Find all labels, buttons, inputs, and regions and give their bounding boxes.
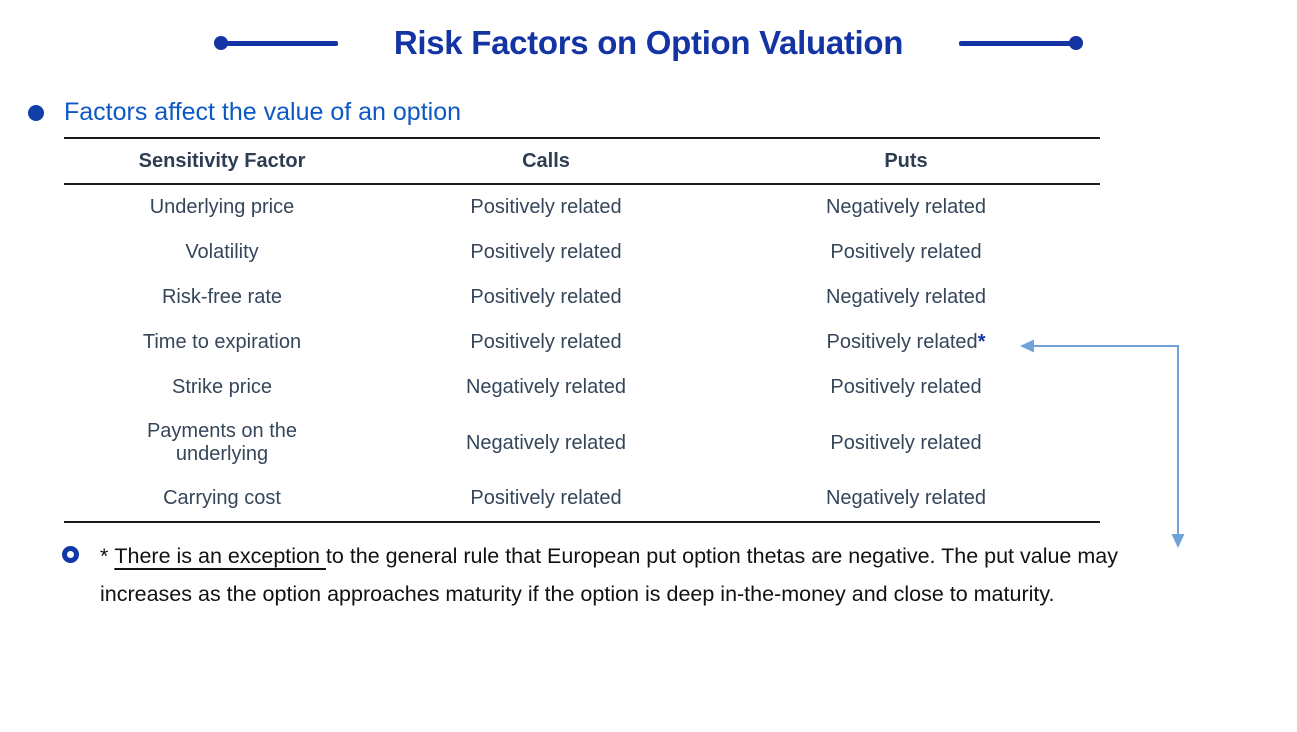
table-row: Risk-free rate Positively related Negati…: [64, 275, 1100, 320]
calls-cell: Positively related: [470, 331, 622, 353]
table-row: Time to expiration Positively related Po…: [64, 320, 1100, 365]
bullet-circle-icon: [28, 104, 44, 121]
puts-cell: Negatively related: [825, 487, 987, 509]
factors-table: Sensitivity Factor Calls Puts Underlying…: [64, 137, 1100, 523]
factor-cell: Carrying cost: [163, 487, 281, 509]
factor-cell: Strike price: [171, 376, 273, 398]
line-bar-icon: [225, 40, 338, 46]
factor-cell: Volatility: [185, 241, 259, 263]
calls-cell: Positively related: [470, 487, 622, 509]
title-bar: Risk Factors on Option Valuation: [0, 0, 1297, 62]
table-row: Strike price Negatively related Positive…: [64, 365, 1100, 410]
footnote: * There is an exception to the general ru…: [100, 537, 1185, 613]
factor-cell: Payments on the underlying: [146, 420, 298, 465]
section-heading-row: Factors affect the value of an option: [28, 98, 1297, 127]
puts-cell: Negatively related: [825, 286, 987, 308]
puts-value: Positively related: [826, 331, 978, 353]
footnote-row: * There is an exception to the general ru…: [62, 537, 1297, 613]
table-row: Volatility Positively related Positively…: [64, 230, 1100, 275]
column-header-sensitivity-factor: Sensitivity Factor: [138, 149, 306, 172]
page-title: Risk Factors on Option Valuation: [393, 24, 904, 61]
column-header-calls: Calls: [522, 149, 570, 172]
factor-cell: Risk-free rate: [161, 286, 283, 308]
section-heading: Factors affect the value of an option: [64, 98, 462, 126]
calls-cell: Positively related: [470, 196, 622, 218]
puts-cell: Positively related: [830, 376, 982, 398]
calls-cell: Positively related: [470, 286, 622, 308]
calls-cell: Positively related: [470, 241, 622, 263]
line-dot-icon: [1069, 36, 1084, 50]
table-row: Carrying cost Positively related Negativ…: [64, 476, 1100, 521]
exception-asterisk: *: [977, 331, 986, 353]
line-bar-icon: [959, 40, 1072, 46]
elbow-arrow-icon: [1020, 339, 1185, 548]
title-right-line-icon: [959, 36, 1084, 50]
calls-cell: Negatively related: [465, 431, 627, 454]
factor-cell: Time to expiration: [142, 331, 302, 353]
footnote-underlined-phrase: There is an exception: [114, 544, 326, 568]
column-header-puts: Puts: [884, 149, 928, 172]
calls-cell: Negatively related: [465, 376, 627, 398]
puts-cell: Positively related: [830, 431, 982, 454]
factor-cell: Underlying price: [149, 196, 295, 218]
ring-bullet-icon: [62, 546, 79, 563]
table-row: Underlying price Positively related Nega…: [64, 185, 1100, 230]
footnote-asterisk: *: [100, 544, 109, 568]
title-left-line-icon: [213, 36, 338, 50]
puts-cell: Negatively related: [825, 196, 987, 218]
footnote-body: to the general rule that European put op…: [100, 544, 1118, 606]
table-row: Payments on the underlying Negatively re…: [64, 410, 1100, 476]
table-header-row: Sensitivity Factor Calls Puts: [64, 139, 1100, 185]
puts-cell: Positively related: [830, 241, 982, 263]
puts-cell: Positively related*: [712, 331, 1100, 354]
line-dot-icon: [213, 36, 228, 50]
